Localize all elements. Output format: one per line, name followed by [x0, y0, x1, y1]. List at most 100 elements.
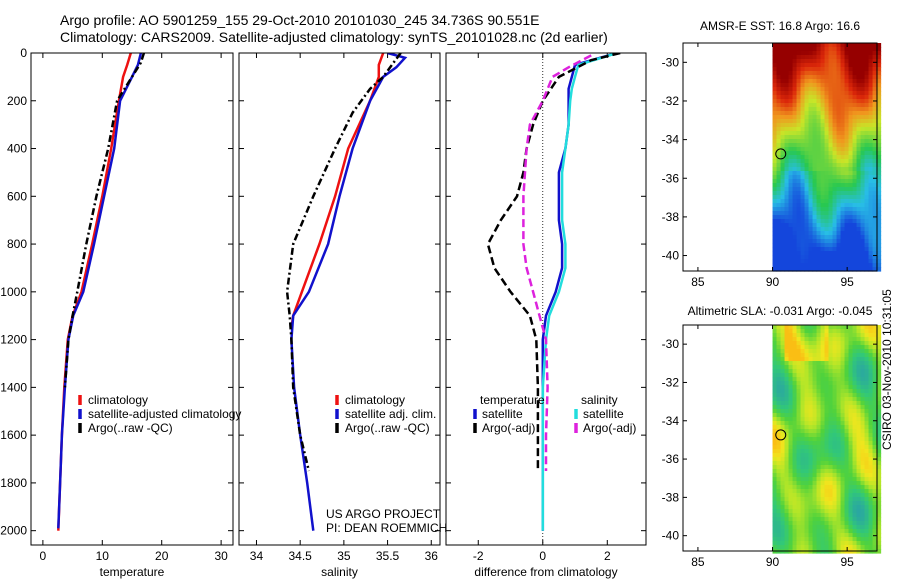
heat-cell	[828, 207, 834, 212]
heat-cell	[772, 115, 778, 120]
heat-cell	[812, 151, 818, 156]
heat-cell	[828, 107, 834, 112]
heat-cell	[776, 517, 782, 522]
heat-cell	[848, 239, 854, 244]
heat-cell	[800, 191, 806, 196]
heat-cell	[780, 167, 786, 172]
heat-cell	[868, 255, 874, 260]
heat-cell	[852, 79, 858, 84]
heat-cell	[804, 123, 810, 128]
heat-cell	[872, 171, 878, 176]
heat-cell	[800, 341, 806, 346]
heat-cell	[852, 425, 858, 430]
heat-cell	[816, 497, 822, 502]
heat-cell	[816, 401, 822, 406]
heat-cell	[852, 369, 858, 374]
heat-cell	[844, 421, 850, 426]
heat-cell	[852, 179, 858, 184]
heat-cell	[840, 333, 846, 338]
heat-cell	[780, 243, 786, 248]
heat-cell	[788, 231, 794, 236]
heat-cell	[788, 63, 794, 68]
heat-cell	[872, 437, 878, 442]
heat-cell	[828, 235, 834, 240]
heat-cell	[808, 525, 814, 530]
heat-cell	[860, 537, 866, 542]
heat-cell	[824, 187, 830, 192]
heat-cell	[876, 525, 882, 530]
heat-cell	[868, 259, 874, 264]
heat-cell	[844, 409, 850, 414]
heat-cell	[856, 259, 862, 264]
heat-cell	[868, 461, 874, 466]
heat-cell	[856, 203, 862, 208]
heat-cell	[868, 537, 874, 542]
heat-cell	[876, 155, 882, 160]
heat-cell	[856, 171, 862, 176]
heat-cell	[824, 111, 830, 116]
heat-cell	[784, 401, 790, 406]
heat-cell	[856, 333, 862, 338]
heat-cell	[800, 223, 806, 228]
heat-cell	[840, 243, 846, 248]
heat-cell	[796, 449, 802, 454]
heat-cell	[776, 227, 782, 232]
heat-cell	[856, 509, 862, 514]
heat-cell	[840, 159, 846, 164]
heat-cell	[788, 497, 794, 502]
heat-cell	[816, 385, 822, 390]
heat-cell	[780, 377, 786, 382]
heat-cell	[876, 239, 882, 244]
heat-cell	[832, 541, 838, 546]
heat-cell	[784, 247, 790, 252]
heat-cell	[856, 103, 862, 108]
heat-cell	[840, 429, 846, 434]
heat-cell	[780, 235, 786, 240]
heat-cell	[860, 255, 866, 260]
heat-cell	[828, 421, 834, 426]
heat-cell	[848, 409, 854, 414]
heat-cell	[864, 381, 870, 386]
heat-cell	[772, 203, 778, 208]
heat-cell	[872, 421, 878, 426]
heat-cell	[808, 75, 814, 80]
map-y-tick-label: -34	[662, 133, 680, 147]
heat-cell	[876, 481, 882, 486]
heat-cell	[792, 545, 798, 550]
heat-cell	[824, 433, 830, 438]
heat-cell	[804, 541, 810, 546]
heat-cell	[828, 429, 834, 434]
heat-cell	[772, 437, 778, 442]
heat-cell	[792, 219, 798, 224]
heat-cell	[796, 67, 802, 72]
heat-cell	[820, 329, 826, 334]
heat-cell	[800, 349, 806, 354]
heat-cell	[792, 183, 798, 188]
heat-cell	[824, 87, 830, 92]
heat-cell	[868, 155, 874, 160]
heat-cell	[872, 59, 878, 64]
heat-cell	[860, 67, 866, 72]
heat-cell	[836, 409, 842, 414]
heat-cell	[860, 373, 866, 378]
heat-cell	[844, 373, 850, 378]
heat-cell	[820, 409, 826, 414]
heat-cell	[772, 79, 778, 84]
heat-cell	[856, 389, 862, 394]
heat-cell	[788, 251, 794, 256]
heat-cell	[840, 469, 846, 474]
heat-cell	[800, 397, 806, 402]
heat-cell	[872, 405, 878, 410]
heat-cell	[832, 333, 838, 338]
heat-cell	[792, 251, 798, 256]
heat-cell	[848, 203, 854, 208]
heat-cell	[824, 481, 830, 486]
heat-cell	[860, 195, 866, 200]
heat-cell	[788, 409, 794, 414]
y-tick-label: 1800	[0, 476, 27, 490]
series-line-satellite-adjusted-climatology	[57, 53, 143, 529]
heat-cell	[780, 369, 786, 374]
heat-cell	[792, 151, 798, 156]
heat-cell	[856, 329, 862, 334]
heat-cell	[808, 175, 814, 180]
